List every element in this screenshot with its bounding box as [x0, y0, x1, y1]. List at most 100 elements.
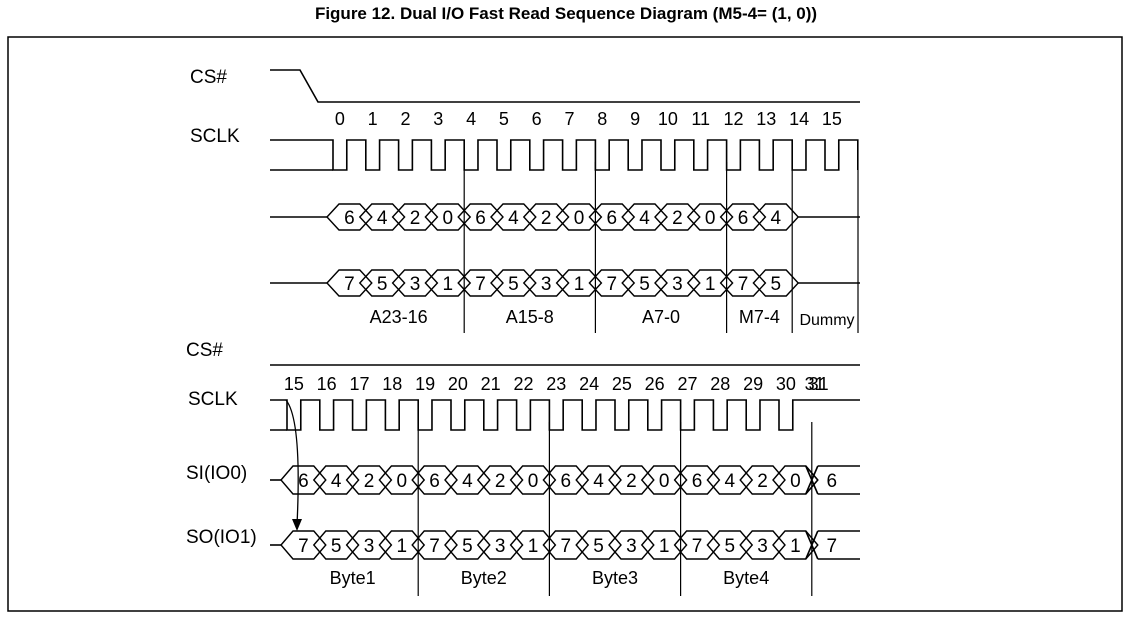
top-group-label: M7-4	[739, 307, 780, 327]
so-bit-value: 7	[429, 536, 440, 557]
top-io1-bit-cell	[391, 269, 439, 297]
bottom-group-label: Byte2	[461, 568, 507, 588]
top-io0-bit-value: 4	[639, 208, 650, 229]
top-group-label: A7-0	[642, 307, 680, 327]
top-io0-bit-cell	[686, 203, 734, 231]
so-bit-cell	[706, 530, 754, 560]
top-sclk-tick-label: 14	[789, 109, 809, 129]
si-bit-value: 0	[659, 471, 670, 492]
si-next-value: 6	[827, 471, 838, 492]
so-bit-value: 7	[298, 536, 309, 557]
bottom-sclk-tick-label: 20	[448, 374, 468, 394]
top-sclk-tick-label: 12	[723, 109, 743, 129]
sclk-to-so-arrow	[285, 399, 299, 526]
top-sclk-tick-label: 13	[756, 109, 776, 129]
si-bit-cell	[476, 465, 524, 495]
si-bit-value: 4	[593, 471, 604, 492]
top-io1-bit-value: 7	[344, 274, 355, 295]
top-io1-bit-value: 5	[771, 274, 782, 295]
bottom-sclk-tick-label: 31	[805, 374, 825, 394]
si-bit-cell	[411, 465, 458, 495]
top-io1-bit-value: 3	[672, 274, 683, 295]
top-io1-bit-cell	[654, 269, 701, 297]
top-io0-bit-value: 0	[705, 208, 716, 229]
so-bit-value: 5	[725, 536, 736, 557]
so-bit-cell	[608, 530, 655, 560]
si-bit-value: 6	[298, 471, 309, 492]
top-cs-waveform	[270, 69, 860, 103]
top-sclk-tick-label: 10	[658, 109, 678, 129]
si-bit-cell	[378, 465, 426, 495]
si-bit-cell	[739, 465, 786, 495]
top-io1-bit-value: 7	[607, 274, 618, 295]
si-bit-cell	[542, 465, 590, 495]
so-bit-cell	[312, 530, 360, 560]
so-bit-value: 3	[495, 536, 506, 557]
si-bit-cell	[312, 465, 360, 495]
si-bit-cell	[575, 465, 622, 495]
top-io1-bit-value: 7	[738, 274, 749, 295]
bottom-sclk-tick-label: 24	[579, 374, 599, 394]
so-bit-value: 7	[561, 536, 572, 557]
so-bit-cell	[772, 530, 819, 560]
top-io1-bit-value: 3	[541, 274, 552, 295]
si-bit-cell	[640, 465, 688, 495]
top-io0-bit-value: 2	[672, 208, 683, 229]
top-cs-label: CS#	[190, 67, 227, 88]
si-bit-value: 0	[397, 471, 408, 492]
si-bit-value: 6	[692, 471, 703, 492]
top-io1-bit-cell	[358, 269, 406, 297]
top-sclk-waveform	[270, 139, 859, 171]
si-bit-cell	[345, 465, 393, 495]
top-io0-bit-value: 0	[574, 208, 585, 229]
top-io0-bit-cell	[588, 203, 636, 231]
top-io0-bit-value: 2	[541, 208, 552, 229]
so-bit-cell	[739, 530, 786, 560]
top-io0-bit-value: 6	[344, 208, 355, 229]
bottom-group-label: Byte3	[592, 568, 638, 588]
top-io0-bit-cell	[654, 203, 701, 231]
top-io0-bit-value: 4	[377, 208, 388, 229]
top-io1-bit-value: 5	[377, 274, 388, 295]
top-io1-bit-cell	[719, 269, 767, 297]
si-bit-cell	[673, 465, 721, 495]
bottom-sclk-tick-label: 19	[415, 374, 435, 394]
si-io0-label: SI(IO0)	[186, 463, 247, 484]
bottom-sclk-tick-label: 29	[743, 374, 763, 394]
bottom-sclk-tick-label: 27	[677, 374, 697, 394]
si-bit-value: 4	[462, 471, 473, 492]
top-io1-bit-value: 1	[705, 274, 716, 295]
si-next-edge	[805, 465, 819, 495]
si-bit-value: 2	[495, 471, 506, 492]
top-group-label: Dummy	[799, 312, 854, 329]
si-bit-value: 2	[757, 471, 768, 492]
top-sclk-label: SCLK	[190, 126, 240, 147]
so-bit-cell	[345, 530, 393, 560]
top-sclk-tick-label: 9	[630, 109, 640, 129]
top-io0-bit-cell	[457, 203, 504, 231]
top-io0-bit-cell	[719, 203, 767, 231]
so-bit-cell	[575, 530, 622, 560]
bottom-sclk-tick-label: 18	[382, 374, 402, 394]
bottom-sclk-tick-label: 26	[645, 374, 665, 394]
so-bit-cell	[542, 530, 590, 560]
bottom-sclk-tick-label: 30	[776, 374, 796, 394]
si-bit-value: 4	[331, 471, 342, 492]
top-io1-bit-value: 7	[475, 274, 486, 295]
bottom-group-label: Byte1	[330, 568, 376, 588]
top-io0-bit-cell	[358, 203, 406, 231]
top-io1-bit-cell	[555, 269, 603, 297]
top-io0-bit-cell	[326, 203, 373, 231]
bottom-cs-label: CS#	[186, 340, 223, 361]
si-bit-value: 0	[790, 471, 801, 492]
so-bit-value: 1	[790, 536, 801, 557]
bottom-sclk-tick-label: 31	[809, 374, 829, 394]
bottom-sclk-tick-label: 17	[349, 374, 369, 394]
bottom-sclk-tick-label: 15	[284, 374, 304, 394]
top-io0-bit-value: 4	[508, 208, 519, 229]
so-next-value: 7	[827, 536, 838, 557]
so-bit-cell	[280, 530, 327, 560]
top-io0-bit-value: 2	[410, 208, 421, 229]
bottom-sclk-label: SCLK	[188, 389, 238, 410]
top-sclk-tick-label: 3	[433, 109, 443, 129]
